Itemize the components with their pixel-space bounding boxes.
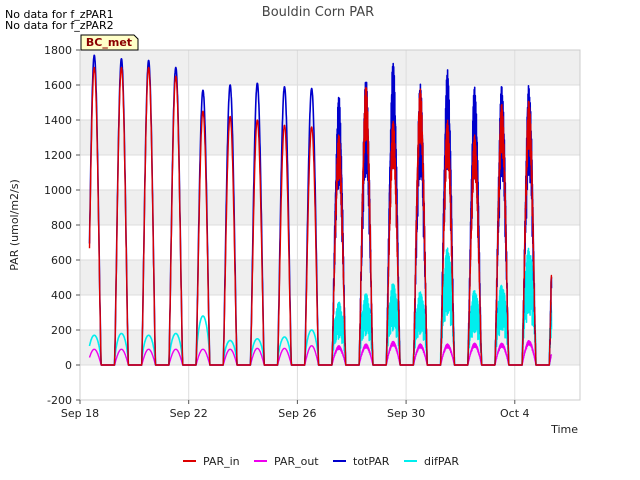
y-tick-label-0: 0 <box>65 359 72 372</box>
band-3 <box>80 260 580 295</box>
y-tick-label-600: 600 <box>51 254 72 267</box>
x-axis-ticks: Sep 18 Sep 22 Sep 26 Sep 30 Oct 4 <box>61 400 530 420</box>
badge-label: BC_met <box>86 36 132 49</box>
no-data-note-2: No data for f_zPAR2 <box>5 19 114 32</box>
y-tick-label-800: 800 <box>51 219 72 232</box>
y-tick-label-1200: 1200 <box>44 149 72 162</box>
chart-title: Bouldin Corn PAR <box>262 5 374 20</box>
band-9 <box>80 50 580 85</box>
y-axis-label: PAR (umol/m2/s) <box>8 179 21 271</box>
legend-label-difpar: difPAR <box>424 455 459 468</box>
legend-label-totpar: totPAR <box>353 455 390 468</box>
no-data-note-1: No data for f_zPAR1 <box>5 8 114 21</box>
legend: PAR_in PAR_out totPAR difPAR <box>183 455 459 468</box>
bc-met-badge: BC_met <box>80 34 139 51</box>
y-tick-label-1600: 1600 <box>44 79 72 92</box>
y-tick-label-400: 400 <box>51 289 72 302</box>
series-lines <box>88 54 553 366</box>
x-tick-label-12: Sep 30 <box>387 407 425 420</box>
x-tick-label-0: Sep 18 <box>61 407 99 420</box>
legend-label-par-out: PAR_out <box>274 455 319 468</box>
x-tick-label-4: Sep 22 <box>170 407 208 420</box>
badge-shape <box>80 34 139 51</box>
legend-label-par-in: PAR_in <box>203 455 240 468</box>
y-axis-ticks: -200 0 200 400 600 800 1000 1200 1400 1600 1800 <box>44 44 80 407</box>
band-5 <box>80 190 580 225</box>
x-tick-label-16: Oct 4 <box>500 407 530 420</box>
y-tick-label--200: -200 <box>47 394 72 407</box>
y-tick-label-1000: 1000 <box>44 184 72 197</box>
y-tick-label-1400: 1400 <box>44 114 72 127</box>
y-tick-label-200: 200 <box>51 324 72 337</box>
y-tick-label-1800: 1800 <box>44 44 72 57</box>
band-7 <box>80 120 580 155</box>
x-tick-label-8: Sep 26 <box>278 407 316 420</box>
series-par-in <box>88 66 553 366</box>
background-bands <box>80 50 580 365</box>
x-axis-label: Time <box>550 423 578 436</box>
